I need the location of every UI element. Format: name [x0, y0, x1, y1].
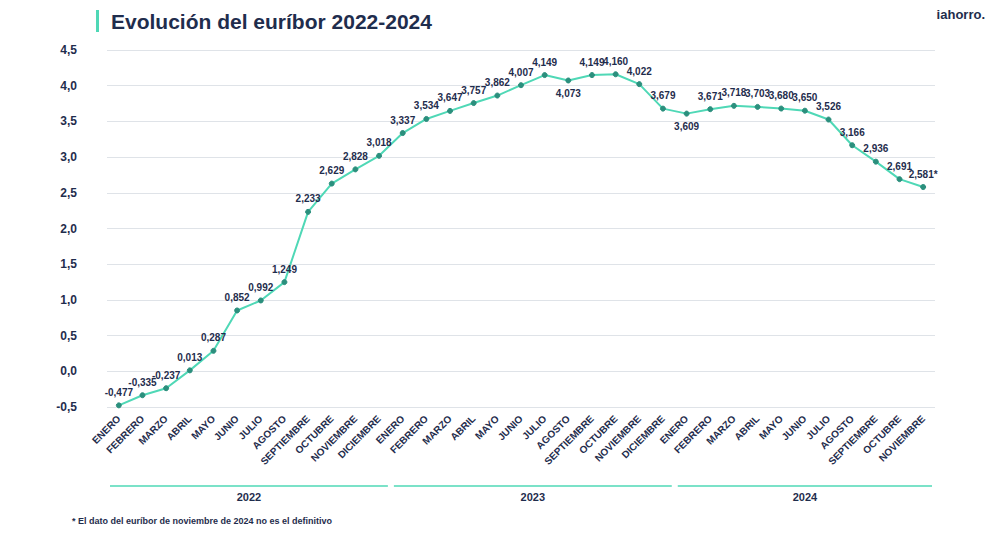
svg-text:Evolución del euríbor 2022-202: Evolución del euríbor 2022-2024	[111, 10, 432, 33]
svg-text:2023: 2023	[521, 491, 545, 503]
svg-text:MAYO: MAYO	[472, 413, 502, 442]
svg-text:SEPTIEMBRE: SEPTIEMBRE	[542, 413, 596, 467]
svg-text:2,0: 2,0	[60, 222, 77, 236]
svg-text:4,149: 4,149	[579, 57, 604, 68]
svg-text:3,862: 3,862	[485, 77, 510, 88]
svg-text:MAYO: MAYO	[189, 413, 218, 442]
svg-text:MARZO: MARZO	[420, 413, 454, 447]
svg-text:-0,5: -0,5	[56, 400, 77, 414]
svg-text:3,650: 3,650	[792, 92, 817, 103]
svg-text:OCTUBRE: OCTUBRE	[576, 413, 620, 456]
svg-text:OCTUBRE: OCTUBRE	[292, 413, 336, 456]
svg-text:3,534: 3,534	[414, 100, 439, 111]
svg-text:FEBRERO: FEBRERO	[388, 413, 431, 456]
svg-text:2,629: 2,629	[319, 165, 344, 176]
svg-text:AGOSTO: AGOSTO	[250, 413, 289, 452]
svg-text:FEBRERO: FEBRERO	[104, 413, 147, 456]
svg-text:3,680: 3,680	[769, 90, 794, 101]
svg-text:ABRIL: ABRIL	[448, 413, 477, 442]
svg-text:0,0: 0,0	[60, 364, 77, 378]
svg-text:ABRIL: ABRIL	[164, 413, 193, 442]
svg-text:2,936: 2,936	[863, 143, 888, 154]
svg-text:JUNIO: JUNIO	[212, 413, 242, 443]
svg-text:NOVIEMBRE: NOVIEMBRE	[592, 413, 644, 464]
svg-text:* El dato del euríbor de novie: * El dato del euríbor de noviembre de 20…	[72, 516, 333, 526]
svg-text:iahorro.: iahorro.	[937, 7, 985, 22]
svg-text:3,679: 3,679	[650, 90, 675, 101]
svg-text:3,5: 3,5	[60, 114, 77, 128]
svg-text:0,992: 0,992	[248, 282, 273, 293]
svg-text:JULIO: JULIO	[236, 413, 265, 442]
svg-text:0,013: 0,013	[177, 352, 202, 363]
svg-text:MARZO: MARZO	[704, 413, 738, 447]
svg-text:0,5: 0,5	[60, 329, 77, 343]
svg-text:ENERO: ENERO	[373, 413, 407, 446]
svg-text:JUNIO: JUNIO	[779, 413, 809, 443]
svg-text:4,160: 4,160	[603, 56, 628, 67]
svg-text:2,581*: 2,581*	[909, 169, 938, 180]
svg-text:3,337: 3,337	[390, 115, 415, 126]
svg-text:3,526: 3,526	[816, 101, 841, 112]
svg-text:JULIO: JULIO	[803, 413, 833, 442]
svg-text:3,671: 3,671	[698, 91, 723, 102]
svg-text:3,718: 3,718	[721, 87, 746, 98]
svg-text:DICIEMBRE: DICIEMBRE	[619, 413, 667, 461]
svg-text:ENERO: ENERO	[657, 413, 691, 446]
svg-text:2,828: 2,828	[343, 151, 368, 162]
svg-text:SEPTIEMBRE: SEPTIEMBRE	[826, 413, 880, 467]
svg-text:3,757: 3,757	[461, 85, 486, 96]
svg-text:SEPTIEMBRE: SEPTIEMBRE	[258, 413, 312, 467]
svg-text:FEBRERO: FEBRERO	[671, 413, 715, 456]
svg-text:3,0: 3,0	[60, 150, 77, 164]
svg-text:3,609: 3,609	[674, 121, 699, 132]
svg-text:1,5: 1,5	[60, 257, 77, 271]
svg-text:AGOSTO: AGOSTO	[817, 413, 857, 452]
svg-text:0,287: 0,287	[201, 332, 226, 343]
svg-text:MARZO: MARZO	[136, 413, 170, 447]
svg-text:DICIEMBRE: DICIEMBRE	[335, 413, 383, 461]
svg-text:NOVIEMBRE: NOVIEMBRE	[877, 413, 928, 464]
svg-text:OCTUBRE: OCTUBRE	[860, 413, 904, 456]
svg-text:3,018: 3,018	[367, 137, 392, 148]
svg-text:3,703: 3,703	[745, 88, 770, 99]
svg-text:-0,335: -0,335	[128, 376, 157, 388]
svg-text:2024: 2024	[793, 491, 818, 503]
svg-text:JUNIO: JUNIO	[496, 413, 526, 443]
svg-text:NOVIEMBRE: NOVIEMBRE	[308, 413, 360, 464]
svg-text:2,691: 2,691	[887, 160, 912, 172]
svg-text:0,852: 0,852	[225, 292, 250, 303]
svg-text:2,5: 2,5	[60, 186, 77, 200]
svg-text:ABRIL: ABRIL	[732, 413, 761, 442]
svg-text:4,149: 4,149	[532, 57, 557, 68]
svg-text:3,647: 3,647	[438, 92, 463, 103]
svg-text:4,022: 4,022	[627, 66, 652, 77]
svg-text:2,233: 2,233	[296, 193, 321, 204]
svg-text:3,166: 3,166	[840, 127, 865, 138]
svg-text:ENERO: ENERO	[89, 413, 123, 446]
svg-text:4,0: 4,0	[60, 79, 77, 93]
svg-text:-0,477: -0,477	[105, 387, 134, 398]
svg-text:JULIO: JULIO	[520, 413, 549, 442]
svg-text:1,0: 1,0	[60, 293, 77, 307]
svg-text:1,249: 1,249	[272, 264, 297, 275]
svg-text:4,007: 4,007	[508, 67, 533, 78]
svg-text:2022: 2022	[237, 491, 261, 503]
svg-text:-0,237: -0,237	[152, 370, 181, 381]
svg-text:AGOSTO: AGOSTO	[534, 413, 573, 452]
svg-text:MAYO: MAYO	[756, 413, 786, 442]
svg-text:4,073: 4,073	[556, 88, 581, 99]
svg-text:4,5: 4,5	[60, 43, 77, 57]
